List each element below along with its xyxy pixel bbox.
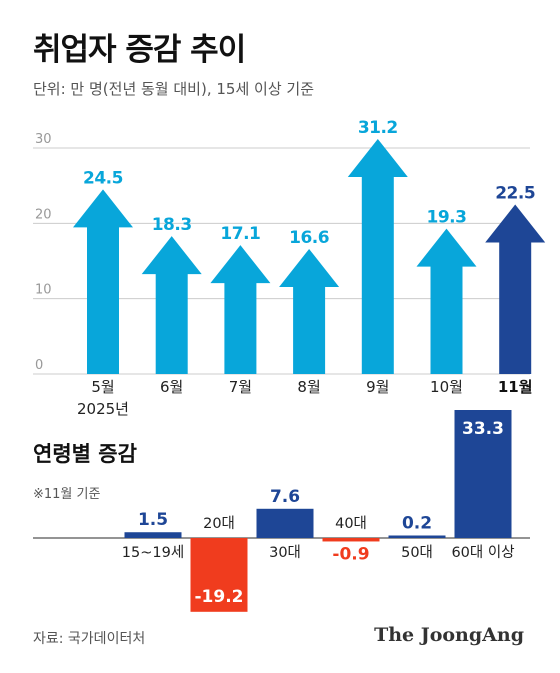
arrow-bar-7월 (210, 245, 271, 374)
data-label: 33.3 (462, 419, 504, 439)
age-bar-20대 (190, 538, 248, 612)
x-tick-label: 11월 (498, 378, 533, 396)
x-tick-label: 8월 (297, 378, 320, 396)
x-tick-label: 60대 이상 (451, 544, 514, 561)
age-bar-15~19세 (124, 532, 182, 538)
data-label: 22.5 (495, 184, 535, 204)
x-tick-label: 15~19세 (122, 544, 184, 561)
arrow-bar-6월 (141, 236, 202, 374)
x-tick-label: 7월 (229, 378, 252, 396)
arrow-bar-10월 (416, 228, 477, 374)
data-label: 18.3 (152, 215, 192, 235)
data-label: 31.2 (358, 118, 398, 138)
data-label: 16.6 (289, 228, 329, 248)
employment-trend-chart: 0 10 20 30 24.5 5월 2025년 18.3 6월 17.1 7월 16.6 8월 31.2… (33, 118, 546, 418)
x-tick-sublabel: 2025년 (77, 400, 129, 418)
unit-subtitle: 단위: 만 명(전년 동월 대비), 15세 이상 기준 (33, 80, 314, 98)
age-section-note: ※11월 기준 (33, 487, 101, 502)
data-label: -19.2 (195, 587, 244, 607)
y-tick-label: 20 (35, 207, 52, 222)
arrow-bar-9월 (347, 138, 408, 374)
x-tick-label: 6월 (160, 378, 183, 396)
arrow-bar-5월 (73, 189, 133, 374)
x-tick-label: 40대 (335, 515, 367, 532)
source-text: 자료: 국가데이터처 (33, 631, 146, 647)
y-tick-label: 30 (35, 132, 52, 147)
x-tick-label: 10월 (430, 378, 463, 396)
x-tick-label: 30대 (269, 544, 301, 561)
data-label: 24.5 (83, 168, 123, 188)
x-tick-label: 50대 (401, 544, 433, 561)
y-tick-label: 0 (35, 358, 43, 373)
age-section-title: 연령별 증감 (33, 442, 137, 466)
y-tick-label: 10 (35, 283, 52, 298)
x-tick-label: 5월 (91, 378, 114, 396)
data-label: 1.5 (138, 510, 168, 530)
age-bar-50대 (388, 535, 446, 538)
age-bar-60대 이상 (454, 410, 512, 538)
data-label: -0.9 (332, 544, 369, 564)
page-title: 취업자 증감 추이 (33, 32, 246, 68)
publisher-logo: The JoongAng (374, 624, 524, 646)
arrow-bar-11월 (485, 204, 546, 374)
data-label: 7.6 (270, 487, 300, 507)
x-tick-label: 20대 (203, 515, 235, 532)
age-bar-30대 (256, 508, 314, 538)
data-label: 19.3 (427, 208, 467, 228)
age-bar-40대 (322, 538, 380, 542)
data-label: 0.2 (402, 514, 432, 534)
x-tick-label: 9월 (366, 378, 389, 396)
data-label: 17.1 (220, 224, 260, 244)
arrow-bar-8월 (279, 248, 340, 374)
